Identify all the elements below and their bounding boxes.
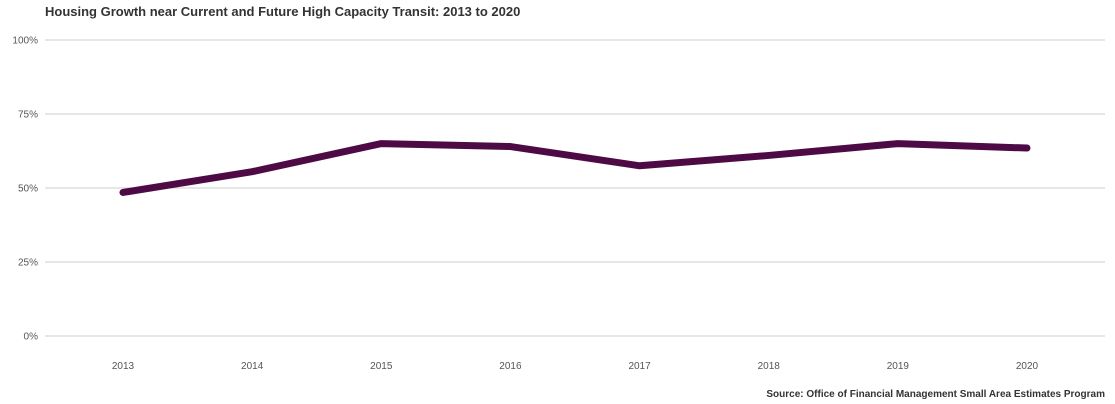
series-line — [119, 140, 1031, 196]
gridlines — [45, 39, 1105, 337]
y-tick-label: 0% — [24, 332, 39, 343]
y-tick-label: 50% — [18, 184, 38, 195]
y-axis-labels: 0% 25% 50% 75% 100% — [12, 36, 38, 343]
series-lines — [119, 140, 1031, 196]
x-tick-label: 2017 — [628, 361, 651, 372]
chart-title: Housing Growth near Current and Future H… — [45, 4, 521, 19]
x-tick-label: 2016 — [499, 361, 522, 372]
y-tick-label: 100% — [12, 36, 38, 47]
chart-source: Source: Office of Financial Management S… — [766, 389, 1105, 400]
y-tick-label: 25% — [18, 258, 38, 269]
x-tick-label: 2018 — [758, 361, 781, 372]
x-tick-label: 2019 — [887, 361, 910, 372]
y-tick-label: 75% — [18, 110, 38, 121]
x-tick-label: 2013 — [112, 361, 135, 372]
x-tick-label: 2014 — [241, 361, 264, 372]
x-tick-label: 2020 — [1016, 361, 1039, 372]
x-axis-labels: 2013 2014 2015 2016 2017 2018 2019 2020 — [112, 361, 1039, 372]
x-tick-label: 2015 — [370, 361, 393, 372]
